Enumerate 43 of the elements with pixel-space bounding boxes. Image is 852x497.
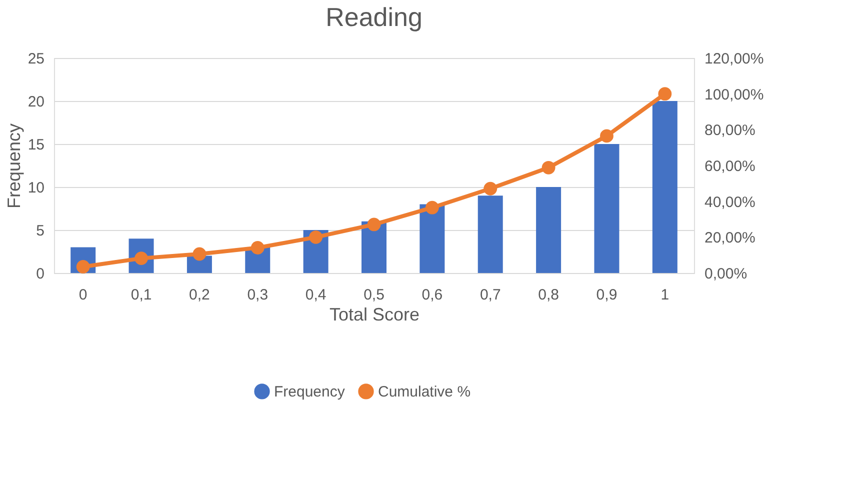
y2-tick-label: 80,00% (704, 122, 756, 140)
bar (594, 144, 620, 273)
y2-tick-label: 0,00% (704, 266, 748, 282)
y-tick-label: 5 (36, 222, 44, 240)
x-axis-title: Total Score (329, 304, 420, 324)
point (484, 182, 498, 196)
x-tick-label: 1 (660, 286, 670, 304)
point (192, 247, 206, 261)
y-tick-label: 15 (28, 136, 44, 154)
y2-tick-label: 40,00% (704, 194, 756, 211)
bar (420, 204, 445, 273)
x-tick-label: 0,4 (305, 286, 326, 304)
point (600, 129, 614, 143)
bar (478, 196, 503, 273)
chart-title: Reading (326, 2, 422, 32)
legend-label: Cumulative % (378, 383, 471, 400)
x-tick-label: 0,6 (422, 286, 443, 304)
point (658, 87, 672, 101)
y-tick-label: 10 (28, 180, 44, 196)
point (309, 230, 323, 244)
x-tick-label: 0,7 (480, 286, 501, 304)
point (367, 218, 381, 232)
x-tick-label: 0,8 (538, 286, 559, 304)
legend-label: Frequency (274, 383, 346, 400)
y-tick-label: 20 (28, 94, 44, 110)
y-axis-title: Frequency (4, 123, 24, 209)
y-tick-label: 0 (36, 266, 44, 282)
x-tick-label: 0 (78, 286, 88, 304)
x-tick-label: 0,5 (364, 286, 384, 304)
y2-tick-label: 120,00% (704, 50, 764, 68)
x-tick-label: 0,9 (596, 286, 618, 304)
point (425, 200, 439, 214)
y2-tick-label: 100,00% (704, 86, 764, 104)
bar (536, 187, 562, 273)
x-tick-label: 0,2 (189, 286, 210, 304)
y2-tick-label: 20,00% (704, 230, 756, 247)
x-tick-label: 0,3 (247, 286, 268, 304)
point (250, 241, 264, 254)
x-tick-label: 0,1 (130, 286, 152, 304)
y-tick-label: 25 (28, 50, 44, 68)
y2-tick-label: 60,00% (704, 158, 756, 175)
point (542, 160, 556, 174)
bar (652, 101, 678, 273)
